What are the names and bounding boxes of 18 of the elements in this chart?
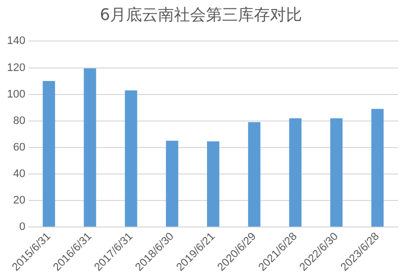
- y-tick-label: 140: [6, 35, 26, 48]
- bar: [248, 122, 260, 227]
- y-tick-label: 20: [13, 194, 26, 207]
- bar: [84, 68, 96, 227]
- bar: [207, 141, 220, 227]
- chart-title: 6月底云南社会第三库存对比: [100, 4, 302, 24]
- y-tick-label: 100: [6, 88, 26, 100]
- bar: [371, 108, 384, 227]
- y-tick-label: 60: [13, 141, 26, 154]
- y-tick-label: 120: [6, 62, 26, 74]
- y-tick-label: 0: [19, 221, 26, 234]
- bar: [330, 118, 343, 227]
- bar: [166, 140, 178, 227]
- bar: [289, 118, 302, 227]
- bar: [124, 90, 138, 227]
- y-tick-label: 40: [13, 168, 26, 180]
- y-tick-label: 80: [13, 114, 26, 127]
- bar: [42, 81, 56, 227]
